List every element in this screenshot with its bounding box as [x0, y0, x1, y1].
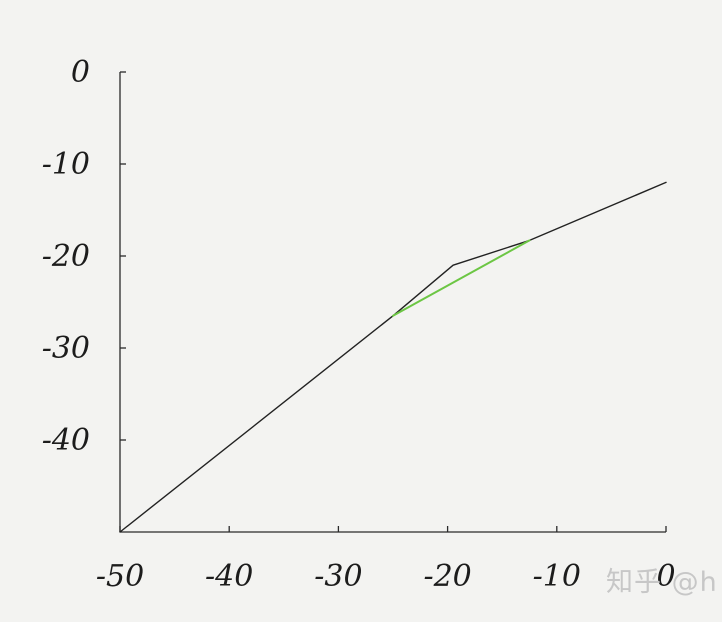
y-tick-label: 0 [71, 55, 90, 90]
y-tick-label: -20 [42, 239, 90, 274]
x-tick-label: -20 [423, 559, 471, 594]
watermark-text: 知乎 @h [606, 567, 718, 598]
y-tick-label: -40 [42, 423, 90, 458]
axes [119, 71, 667, 533]
x-tick-label: 0 [656, 559, 675, 594]
x-tick-label: -40 [205, 559, 253, 594]
series-line-green [392, 239, 531, 317]
y-tick-label: -10 [42, 147, 90, 182]
y-tick-label: -30 [42, 331, 90, 366]
x-tick-label: -10 [533, 559, 581, 594]
series-line-black [119, 181, 667, 533]
series-layer [119, 181, 667, 533]
x-tick-label: -50 [96, 559, 144, 594]
tick-labels: -50 -40 -30 -20 -10 0 0 -10 -20 -30 -40 [42, 55, 676, 594]
x-tick-label: -30 [314, 559, 362, 594]
